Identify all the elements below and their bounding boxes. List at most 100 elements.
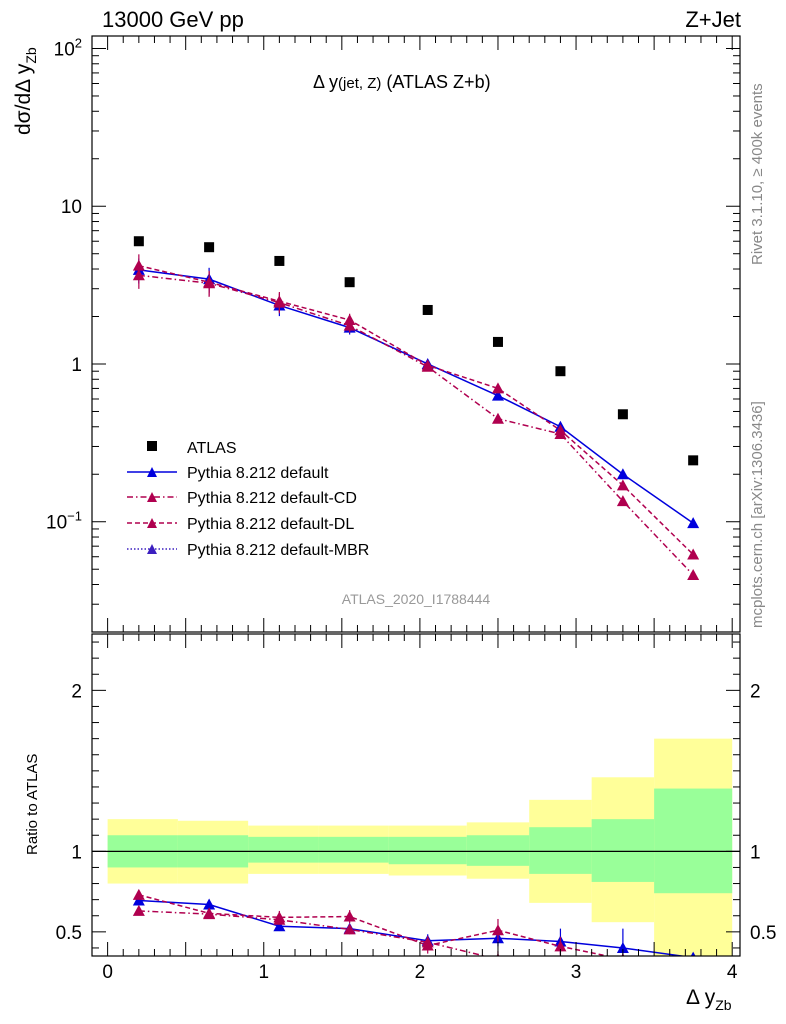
- band-inner: [591, 819, 655, 882]
- legend-marker-mbr: [147, 544, 157, 554]
- ratio-point-dl: [343, 910, 356, 922]
- ratio-point-cd: [554, 958, 566, 969]
- x-axis-label-sub: Zb: [715, 997, 732, 1013]
- x-axis-label-text: Δ y: [686, 986, 716, 1009]
- ratio-point-default: [690, 951, 696, 956]
- ratio-frame: [91, 633, 741, 957]
- x-axis-label: Δ yZb: [686, 986, 732, 1013]
- main-y-tick-label: 1: [71, 355, 82, 376]
- ratio-point-cd: [132, 904, 145, 916]
- legend-marker-dl: [147, 518, 157, 528]
- x-tick-label: 3: [571, 962, 582, 983]
- ratio-point-default: [203, 898, 216, 910]
- point-dl: [491, 382, 504, 394]
- point-cd: [687, 568, 700, 580]
- ratio-series-dl: [132, 888, 625, 956]
- legend-entry-mbr: Pythia 8.212 default-MBR: [127, 542, 369, 559]
- data-point-data: [688, 455, 699, 466]
- ratio-point-dl: [491, 924, 504, 936]
- main-series: [132, 236, 700, 580]
- data-point-data: [274, 255, 285, 266]
- legend-label-cd: Pythia 8.212 default-CD: [187, 490, 357, 507]
- legend-label-dl: Pythia 8.212 default-DL: [187, 516, 354, 533]
- band-inner: [466, 835, 530, 866]
- ratio-y-tick-label: 0.5: [56, 923, 82, 944]
- tick-label-exponent: −1: [67, 509, 82, 524]
- x-tick-label: 0: [102, 962, 113, 983]
- legend-entry-cd: Pythia 8.212 default-CD: [127, 490, 357, 507]
- main-y-label-text: dσ/dΔ y: [12, 63, 35, 135]
- ratio-y-tick-labels: 0.5 0.5 1 1 2 2: [56, 681, 777, 944]
- plot-title: Δ y(jet, Z) (ATLAS Z+b): [313, 72, 491, 92]
- analysis-id: ATLAS_2020_I1788444: [342, 591, 491, 607]
- ratio-point-dl: [203, 907, 216, 919]
- plot-title-sub: (jet, Z): [338, 75, 381, 92]
- line-cd: [138, 274, 694, 576]
- series-default: [132, 258, 700, 529]
- rivet-label: Rivet 3.1.10, ≥ 400k events: [749, 83, 766, 265]
- ratio-y-axis-label: Ratio to ATLAS: [24, 754, 41, 855]
- point-dl: [132, 259, 145, 271]
- x-tick-labels: 0 1 2 3 4: [102, 962, 738, 983]
- x-tick-label: 1: [258, 962, 269, 983]
- legend-entry-default: Pythia 8.212 default: [127, 465, 329, 482]
- ratio-point-cd: [343, 923, 356, 935]
- ratio-point-dl: [132, 888, 145, 900]
- data-point-data: [344, 277, 355, 288]
- main-y-label-sub: Zb: [23, 47, 39, 64]
- ratio-y-tick-label-right: 2: [750, 681, 761, 702]
- legend: ATLAS Pythia 8.212 default Pythia 8.212 …: [127, 440, 369, 559]
- legend-marker-cd: [147, 492, 157, 502]
- band-inner: [388, 836, 467, 865]
- x-tick-label: 4: [727, 962, 738, 983]
- data-point-data: [422, 304, 433, 315]
- main-y-tick-label: 10−1: [46, 509, 82, 534]
- series-data: [133, 236, 699, 466]
- point-cd: [616, 495, 629, 507]
- legend-label-atlas: ATLAS: [187, 440, 237, 457]
- point-dl: [554, 424, 567, 436]
- ratio-point-default: [273, 920, 286, 932]
- point-default: [687, 517, 700, 529]
- point-default: [616, 468, 629, 480]
- main-ticks: [92, 36, 740, 633]
- mcplots-label: mcplots.cern.ch [arXiv:1306.3436]: [749, 401, 766, 628]
- ratio-y-tick-label-right: 1: [750, 842, 761, 863]
- x-tick-label: 2: [415, 962, 426, 983]
- ratio-y-tick-label-right: 0.5: [750, 923, 776, 944]
- main-y-tick-label: 10: [61, 197, 82, 218]
- data-point-data: [617, 409, 628, 420]
- main-y-axis-label: dσ/dΔ yZb: [12, 47, 39, 135]
- point-cd: [491, 412, 504, 424]
- line-dl: [138, 264, 694, 556]
- main-y-tick-labels: 10−1 1 10 10 2: [46, 35, 82, 533]
- point-dl: [203, 276, 216, 288]
- ratio-ticks: [92, 634, 740, 956]
- ratio-point-default: [132, 894, 145, 906]
- band-inner: [318, 836, 389, 863]
- tick-label-exponent: 2: [75, 35, 82, 50]
- legend-label-default: Pythia 8.212 default: [187, 465, 329, 482]
- legend-entry-atlas: ATLAS: [147, 440, 237, 457]
- plot-title-prefix: Δ y: [313, 72, 338, 92]
- data-point-data: [492, 336, 503, 347]
- data-point-data: [204, 242, 215, 253]
- ratio-y-tick-label: 2: [71, 681, 82, 702]
- ratio-point-cd: [617, 961, 629, 972]
- ratio-bands: [107, 738, 733, 956]
- header-right: Z+Jet: [685, 7, 741, 32]
- band-inner: [529, 827, 592, 874]
- point-dl: [421, 359, 434, 371]
- ratio-y-tick-label: 1: [71, 842, 82, 863]
- main-frame: [91, 35, 741, 633]
- ratio-point-default: [616, 941, 629, 953]
- main-panel: 10−1 1 10 10 2 Δ y(jet, Z) (ATLAS Z+b) dσ/dΔ…: [12, 35, 741, 633]
- legend-entry-dl: Pythia 8.212 default-DL: [127, 516, 354, 533]
- plot-title-suffix: (ATLAS Z+b): [381, 72, 490, 92]
- header-left: 13000 GeV pp: [102, 7, 244, 32]
- band-inner: [248, 836, 319, 863]
- ratio-panel: 0.5 0.5 1 1 2 2 0 1 2 3 4 Ratio to ATLAS Δ yZb: [24, 633, 777, 1013]
- tick-label-base: 10: [46, 513, 67, 534]
- legend-label-mbr: Pythia 8.212 default-MBR: [187, 542, 369, 559]
